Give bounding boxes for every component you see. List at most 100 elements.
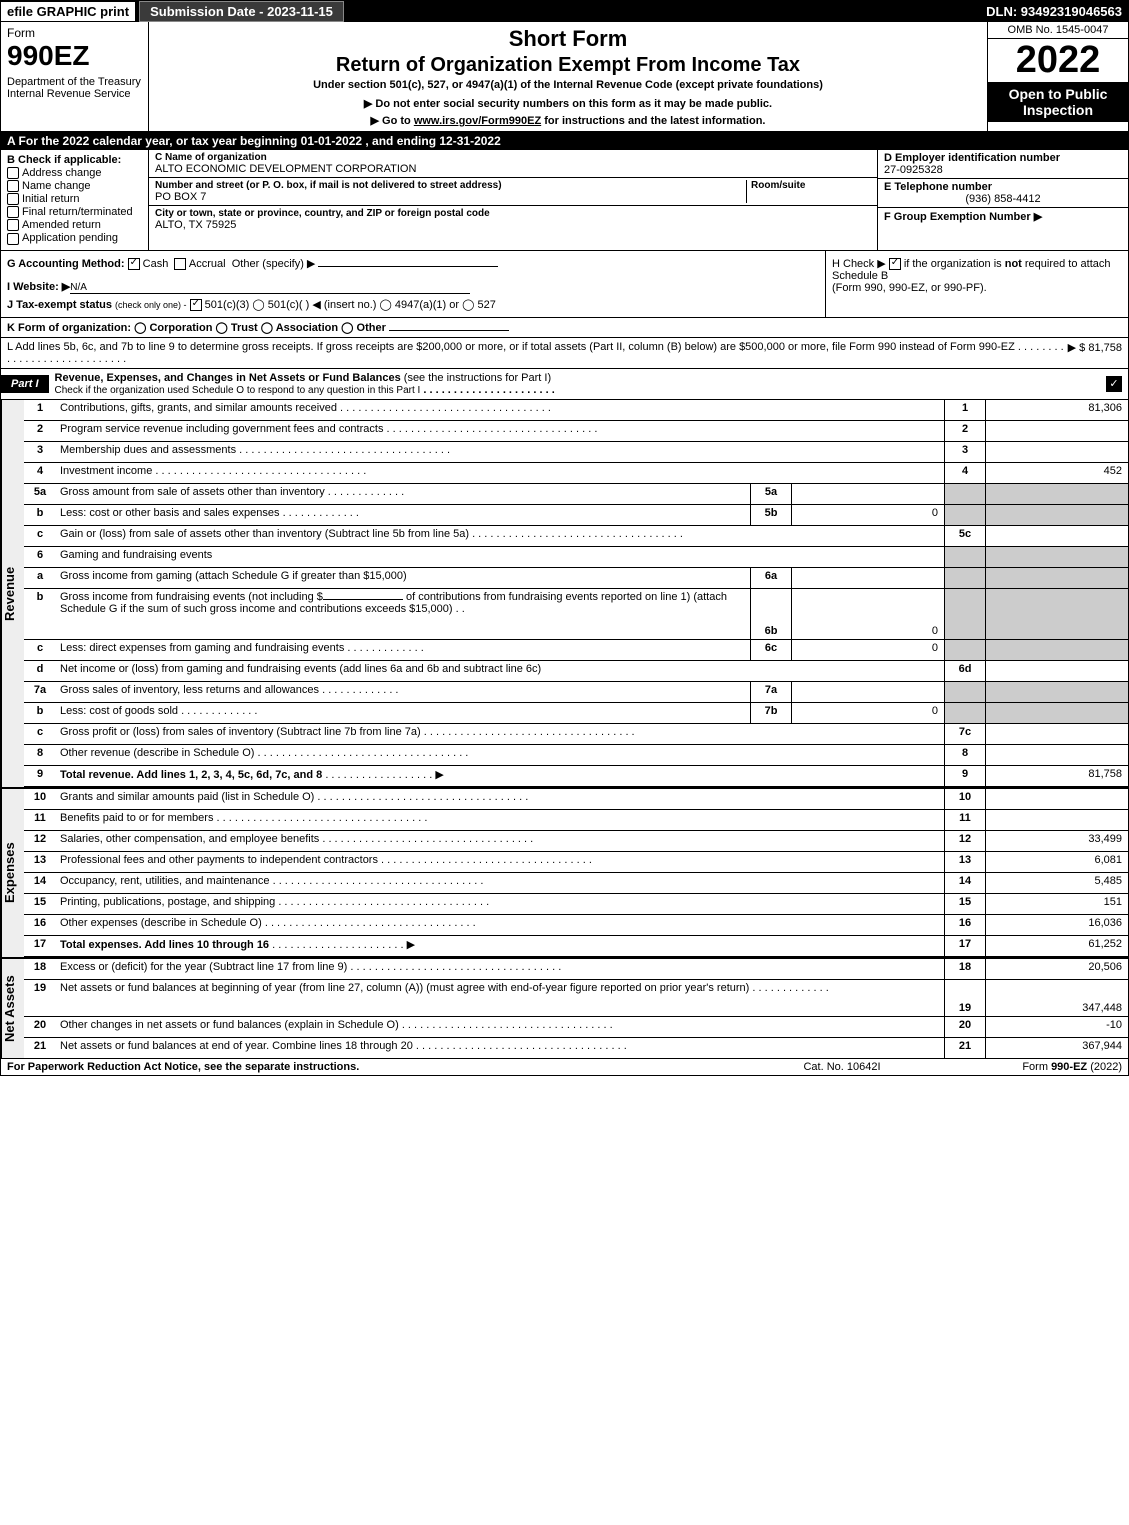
b-header: B Check if applicable:	[7, 154, 142, 166]
year: 2022	[988, 39, 1128, 82]
col-def: D Employer identification number 27-0925…	[877, 150, 1128, 250]
cb-h[interactable]	[889, 258, 901, 270]
n: a	[24, 568, 56, 588]
cn: 13	[944, 852, 985, 872]
note2: ▶ Go to www.irs.gov/Form990EZ for instru…	[155, 114, 981, 127]
d: Gaming and fundraising events	[56, 547, 944, 567]
d: Occupancy, rent, utilities, and maintena…	[56, 873, 944, 893]
i-row: I Website: ▶N/A	[7, 280, 819, 294]
sv	[791, 568, 944, 588]
c-name-lbl: C Name of organization	[155, 152, 871, 163]
cn: 18	[944, 959, 985, 979]
d-val: 27-0925328	[884, 164, 1122, 176]
h-text1: H Check ▶	[832, 258, 889, 270]
dln: DLN: 93492319046563	[986, 4, 1128, 19]
sc: 6a	[750, 568, 791, 588]
section-bcdef: B Check if applicable: Address change Na…	[1, 150, 1128, 251]
cv	[985, 703, 1128, 723]
irs-link[interactable]: www.irs.gov/Form990EZ	[414, 115, 541, 127]
h-not: not	[1005, 258, 1022, 270]
cv: -10	[985, 1017, 1128, 1037]
cv	[985, 724, 1128, 744]
part1-header: Part I Revenue, Expenses, and Changes in…	[1, 369, 1128, 400]
d: Benefits paid to or for members	[56, 810, 944, 830]
cn: 15	[944, 894, 985, 914]
revenue-section: Revenue 1Contributions, gifts, grants, a…	[1, 400, 1128, 787]
cv: 81,306	[985, 400, 1128, 420]
k-text: K Form of organization: ◯ Corporation ◯ …	[7, 322, 386, 334]
cn: 2	[944, 421, 985, 441]
cn	[944, 589, 985, 639]
cv: 33,499	[985, 831, 1128, 851]
cb-label: Amended return	[22, 219, 101, 231]
header-center: Short Form Return of Organization Exempt…	[149, 22, 987, 131]
part1-check[interactable]: ✓	[1106, 376, 1122, 392]
cb-address-change[interactable]: Address change	[7, 167, 142, 179]
header-right: OMB No. 1545-0047 2022 Open to Public In…	[987, 22, 1128, 131]
d: Total expenses. Add lines 10 through 16 …	[56, 936, 944, 956]
d: Program service revenue including govern…	[56, 421, 944, 441]
d: Gross income from gaming (attach Schedul…	[56, 568, 750, 588]
g-row: G Accounting Method: Cash Accrual Other …	[7, 257, 819, 270]
cn: 21	[944, 1038, 985, 1058]
omb: OMB No. 1545-0047	[988, 22, 1128, 39]
cv	[985, 745, 1128, 765]
sc: 6c	[750, 640, 791, 660]
n: c	[24, 526, 56, 546]
sv	[791, 484, 944, 504]
cb-amended-return[interactable]: Amended return	[7, 219, 142, 231]
cn: 19	[944, 980, 985, 1016]
n: 2	[24, 421, 56, 441]
cv	[985, 810, 1128, 830]
cv	[985, 661, 1128, 681]
cb-application-pending[interactable]: Application pending	[7, 232, 142, 244]
col-h: H Check ▶ if the organization is not req…	[825, 251, 1128, 317]
d: Other changes in net assets or fund bala…	[56, 1017, 944, 1037]
d: Investment income	[56, 463, 944, 483]
n: 15	[24, 894, 56, 914]
cb-accrual[interactable]	[174, 258, 186, 270]
cb-cash[interactable]	[128, 258, 140, 270]
cb-label: Application pending	[22, 232, 118, 244]
note2-post: for instructions and the latest informat…	[541, 115, 765, 127]
cn: 14	[944, 873, 985, 893]
col-b: B Check if applicable: Address change Na…	[1, 150, 149, 250]
form-container: efile GRAPHIC print Submission Date - 20…	[0, 0, 1129, 1076]
cb-initial-return[interactable]: Initial return	[7, 193, 142, 205]
cv	[985, 589, 1128, 639]
n: c	[24, 724, 56, 744]
under-section: Under section 501(c), 527, or 4947(a)(1)…	[155, 79, 981, 91]
sv: 0	[791, 640, 944, 660]
side-expenses: Expenses	[1, 789, 24, 957]
n: 10	[24, 789, 56, 809]
sc: 6b	[750, 589, 791, 639]
footer-right: Form 990-EZ (2022)	[942, 1061, 1122, 1073]
c-addr-lbl: Number and street (or P. O. box, if mail…	[155, 180, 746, 191]
sv: 0	[791, 589, 944, 639]
e-lbl: E Telephone number	[884, 181, 1122, 193]
n: 16	[24, 915, 56, 935]
c-name-val: ALTO ECONOMIC DEVELOPMENT CORPORATION	[155, 163, 871, 175]
cb-name-change[interactable]: Name change	[7, 180, 142, 192]
cb-501c3[interactable]	[190, 299, 202, 311]
d: Less: direct expenses from gaming and fu…	[56, 640, 750, 660]
n: 20	[24, 1017, 56, 1037]
sv: 0	[791, 505, 944, 525]
j-row: J Tax-exempt status (check only one) - 5…	[7, 298, 819, 311]
g-other-line	[318, 266, 498, 267]
cv	[985, 568, 1128, 588]
c-city-val: ALTO, TX 75925	[155, 219, 871, 231]
form-title: Return of Organization Exempt From Incom…	[155, 54, 981, 77]
cn: 11	[944, 810, 985, 830]
note1: ▶ Do not enter social security numbers o…	[155, 97, 981, 110]
d: Other revenue (describe in Schedule O)	[56, 745, 944, 765]
n: b	[24, 703, 56, 723]
cv: 20,506	[985, 959, 1128, 979]
cn	[944, 703, 985, 723]
col-c: C Name of organization ALTO ECONOMIC DEV…	[149, 150, 877, 250]
d-lbl: D Employer identification number	[884, 152, 1122, 164]
l-amount: ▶ $ 81,758	[1068, 341, 1122, 365]
cb-final-return[interactable]: Final return/terminated	[7, 206, 142, 218]
dept: Department of the Treasury Internal Reve…	[7, 76, 142, 100]
cn: 17	[944, 936, 985, 956]
